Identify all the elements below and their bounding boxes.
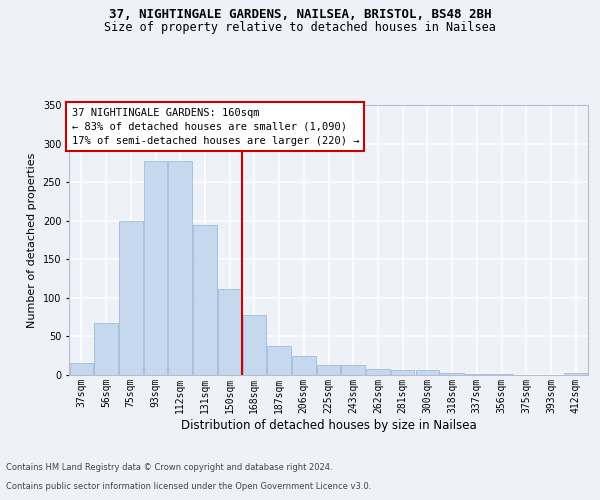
Bar — [292, 356, 316, 375]
Bar — [490, 374, 513, 375]
Bar — [144, 160, 167, 375]
Text: Size of property relative to detached houses in Nailsea: Size of property relative to detached ho… — [104, 21, 496, 34]
Bar — [465, 374, 488, 375]
Text: Contains HM Land Registry data © Crown copyright and database right 2024.: Contains HM Land Registry data © Crown c… — [6, 464, 332, 472]
Bar — [169, 160, 192, 375]
Bar — [416, 370, 439, 375]
Bar — [94, 324, 118, 375]
Bar — [317, 365, 340, 375]
Bar — [391, 370, 415, 375]
Bar — [193, 224, 217, 375]
Bar — [366, 369, 389, 375]
Bar — [218, 288, 241, 375]
Text: Contains public sector information licensed under the Open Government Licence v3: Contains public sector information licen… — [6, 482, 371, 491]
Bar — [70, 362, 93, 375]
X-axis label: Distribution of detached houses by size in Nailsea: Distribution of detached houses by size … — [181, 418, 476, 432]
Bar — [119, 220, 143, 375]
Bar — [341, 365, 365, 375]
Text: 37 NIGHTINGALE GARDENS: 160sqm
← 83% of detached houses are smaller (1,090)
17% : 37 NIGHTINGALE GARDENS: 160sqm ← 83% of … — [71, 108, 359, 146]
Bar — [242, 315, 266, 375]
Y-axis label: Number of detached properties: Number of detached properties — [27, 152, 37, 328]
Bar — [268, 346, 291, 375]
Bar — [440, 372, 464, 375]
Text: 37, NIGHTINGALE GARDENS, NAILSEA, BRISTOL, BS48 2BH: 37, NIGHTINGALE GARDENS, NAILSEA, BRISTO… — [109, 8, 491, 20]
Bar — [564, 372, 587, 375]
